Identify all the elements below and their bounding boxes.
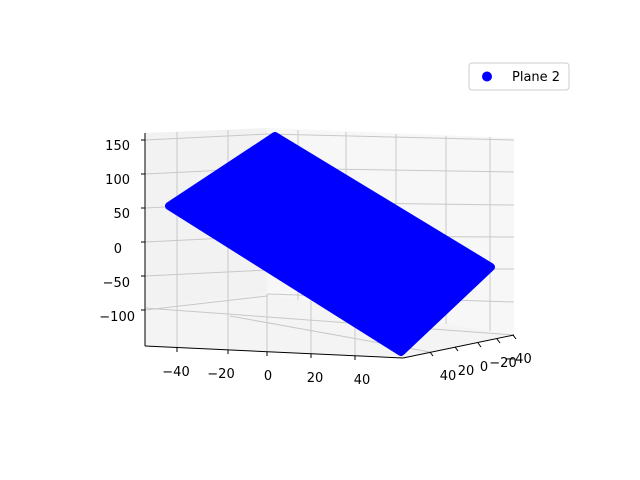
- z-tick-label-3: 50: [113, 207, 130, 222]
- x-axis-ticks: [176, 348, 356, 360]
- z-tick-label-1: 150: [105, 139, 130, 154]
- x-tick-label-2: −20: [207, 367, 234, 382]
- plane-2-surface: [165, 132, 495, 356]
- y-tick-label-5: 40: [440, 369, 457, 384]
- x-tick-label-3: 0: [264, 369, 272, 384]
- z-axis-ticks: [141, 139, 145, 311]
- z-tick-label-6: −100: [99, 310, 135, 325]
- y-axis-ticks: [429, 334, 517, 357]
- z-tick-label-2: 100: [105, 173, 130, 188]
- legend: Plane 2: [468, 62, 570, 91]
- y-tick-label-4: 20: [458, 364, 475, 379]
- x-tick-label-1: −40: [162, 365, 189, 380]
- y-tick-label-1: −40: [504, 352, 531, 367]
- z-tick-label-4: 0: [114, 242, 122, 257]
- x-tick-label-5: 40: [354, 373, 371, 388]
- x-tick-label-4: 20: [307, 371, 324, 386]
- legend-marker: [482, 71, 492, 82]
- floor-pane: [145, 294, 514, 358]
- plane-2-series: [165, 132, 495, 356]
- legend-box: [468, 62, 570, 91]
- legend-label: Plane 2: [512, 70, 560, 85]
- y-tick-label-2: −20: [489, 356, 516, 371]
- z-tick-label-5: −50: [103, 276, 130, 291]
- y-tick-label-3: 0: [480, 360, 488, 375]
